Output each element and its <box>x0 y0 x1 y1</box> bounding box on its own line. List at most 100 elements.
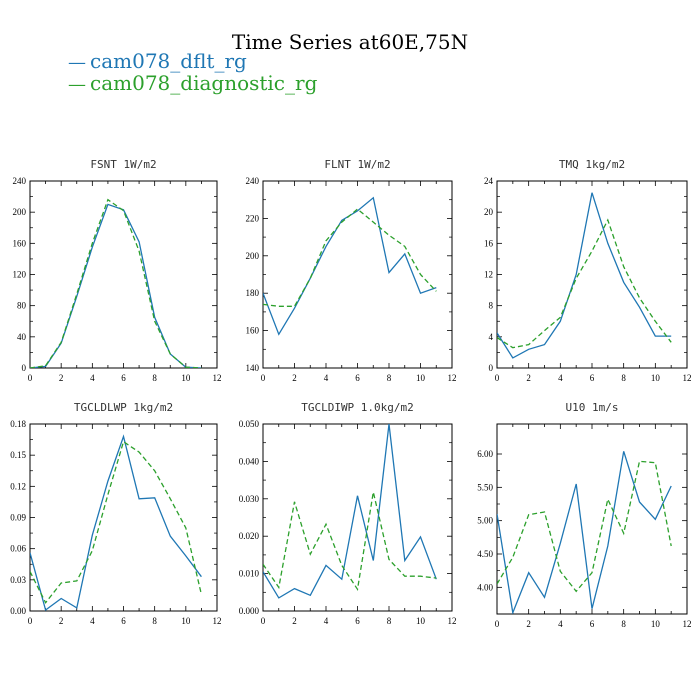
panel-title: FSNT 1W/m2 <box>90 158 156 171</box>
x-tick-label: 0 <box>261 373 266 383</box>
y-tick-label: 6.00 <box>477 449 493 459</box>
x-tick-label: 4 <box>90 373 95 383</box>
x-tick-label: 10 <box>181 616 191 626</box>
y-tick-label: 5.00 <box>477 516 493 526</box>
series-line-diagnostic <box>263 208 437 307</box>
y-tick-label: 0.03 <box>10 575 26 585</box>
x-tick-label: 6 <box>590 619 595 629</box>
series-line-dflt <box>497 451 672 614</box>
x-tick-label: 4 <box>90 616 95 626</box>
x-tick-label: 12 <box>213 373 222 383</box>
y-tick-label: 24 <box>484 176 494 186</box>
y-tick-label: 12 <box>484 270 493 280</box>
y-tick-label: 4.00 <box>477 582 493 592</box>
x-tick-label: 0 <box>28 373 33 383</box>
panel-title: FLNT 1W/m2 <box>324 158 390 171</box>
x-tick-label: 12 <box>213 616 222 626</box>
series-line-dflt <box>263 196 437 336</box>
chart-panel-5: U10 1m/s 0 2 4 6 8 10 12 4.00 4.50 5.00 5.50 6.00 <box>477 401 691 629</box>
x-tick-label: 8 <box>152 373 157 383</box>
y-tick-label: 4.50 <box>477 549 493 559</box>
series-line-diagnostic <box>497 460 672 593</box>
series-line-diagnostic <box>30 440 203 604</box>
series-line-dflt <box>497 192 672 359</box>
legend-symbol-diagnostic: — <box>68 74 86 95</box>
x-tick-label: 10 <box>651 373 661 383</box>
plot-frame <box>29 180 218 369</box>
y-tick-label: 220 <box>246 213 260 223</box>
panel-title: U10 1m/s <box>566 401 619 414</box>
y-tick-label: 0.040 <box>239 456 260 466</box>
x-tick-label: 4 <box>324 616 329 626</box>
y-tick-label: 5.50 <box>477 482 493 492</box>
y-tick-label: 200 <box>13 207 27 217</box>
y-tick-label: 0.010 <box>239 569 260 579</box>
x-tick-label: 10 <box>416 616 426 626</box>
legend: — cam078_dflt_rg — cam078_diagnostic_rg <box>68 49 318 95</box>
legend-label-dflt: cam078_dflt_rg <box>90 49 247 73</box>
x-tick-label: 12 <box>683 373 692 383</box>
x-tick-label: 0 <box>28 616 33 626</box>
plot-frame <box>496 180 688 369</box>
x-tick-label: 6 <box>590 373 595 383</box>
y-tick-label: 16 <box>484 238 494 248</box>
series-line-dflt <box>30 434 202 611</box>
y-tick-label: 140 <box>246 363 260 373</box>
chart-panels: FSNT 1W/m20 2 4 6 8 10 1204080120160200240FLNT… <box>10 158 691 629</box>
y-tick-label: 0.09 <box>10 513 26 523</box>
x-tick-label: 10 <box>416 373 426 383</box>
chart-panel-1: FLNT 1W/m2 0 2 4 6 8 10 12 140 160 180 200 220 240 <box>246 158 457 383</box>
y-tick-label: 0.000 <box>239 606 260 616</box>
y-tick-label: 180 <box>246 288 260 298</box>
y-tick-label: 200 <box>246 251 260 261</box>
x-tick-label: 12 <box>448 373 457 383</box>
y-tick-label: 160 <box>13 238 27 248</box>
x-tick-label: 8 <box>152 616 157 626</box>
y-tick-label: 8 <box>489 301 494 311</box>
y-tick-label: 0.030 <box>239 494 260 504</box>
panel-title: TGCLDIWP 1.0kg/m2 <box>301 401 414 414</box>
x-tick-label: 6 <box>121 616 126 626</box>
x-tick-label: 12 <box>683 619 692 629</box>
series-line-diagnostic <box>30 198 202 368</box>
x-tick-label: 2 <box>526 619 531 629</box>
x-tick-label: 4 <box>324 373 329 383</box>
x-tick-label: 6 <box>355 373 360 383</box>
x-tick-label: 6 <box>121 373 126 383</box>
y-tick-label: 120 <box>13 270 27 280</box>
y-tick-label: 80 <box>17 301 27 311</box>
series-line-diagnostic <box>263 491 437 592</box>
x-tick-label: 0 <box>261 616 266 626</box>
chart-panel-3: TGCLDLWP 1kg/m2 0 2 4 6 8 10 12 0.00 0.03 0.06 0.09… <box>10 401 221 626</box>
series-line-dflt <box>263 424 437 599</box>
y-tick-label: 40 <box>17 332 27 342</box>
y-tick-label: 0 <box>489 363 494 373</box>
x-tick-label: 2 <box>292 373 297 383</box>
x-tick-label: 0 <box>495 373 500 383</box>
plot-frame <box>262 180 453 369</box>
figure-title: Time Series at60E,75N <box>232 30 468 54</box>
y-tick-label: 20 <box>484 207 494 217</box>
legend-label-diagnostic: cam078_diagnostic_rg <box>90 71 318 95</box>
x-tick-label: 12 <box>448 616 457 626</box>
y-tick-label: 160 <box>246 326 260 336</box>
plot-frame <box>496 423 688 615</box>
panel-title: TGCLDLWP 1kg/m2 <box>74 401 173 414</box>
y-tick-label: 0.050 <box>239 419 260 429</box>
y-tick-label: 0 <box>22 363 27 373</box>
x-tick-label: 2 <box>526 373 531 383</box>
x-tick-label: 8 <box>621 619 626 629</box>
x-tick-label: 2 <box>292 616 297 626</box>
series-line-dflt <box>30 203 202 368</box>
y-tick-label: 0.18 <box>10 419 26 429</box>
x-tick-label: 2 <box>59 616 64 626</box>
x-tick-label: 8 <box>621 373 626 383</box>
x-tick-label: 10 <box>181 373 191 383</box>
x-tick-label: 10 <box>651 619 661 629</box>
plot-frame <box>29 423 218 612</box>
legend-symbol-dflt: — <box>68 52 86 73</box>
x-tick-label: 0 <box>495 619 500 629</box>
